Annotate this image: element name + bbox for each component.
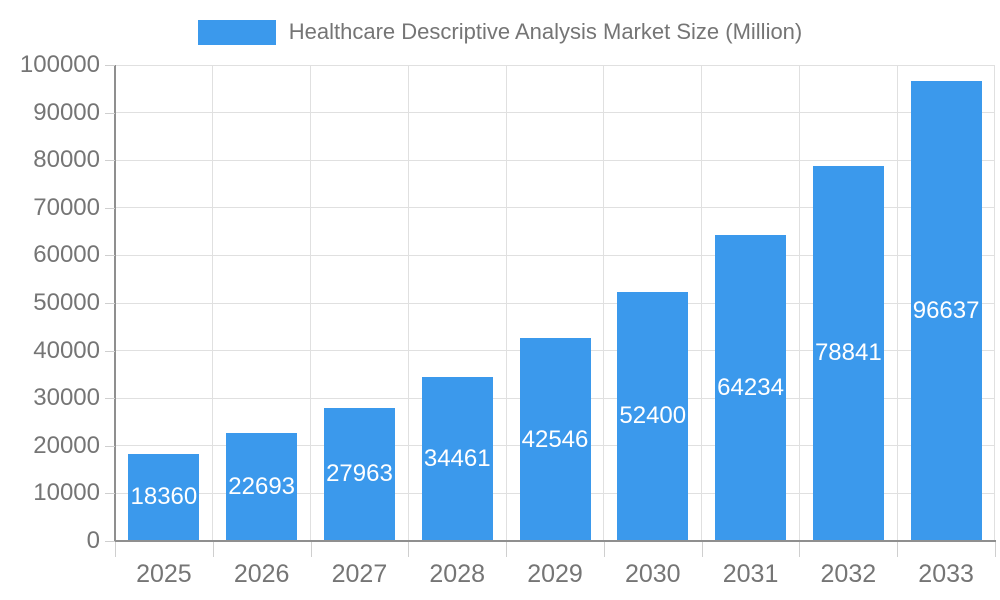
- x-tick-label: 2027: [331, 560, 388, 588]
- x-tick-mark: [506, 542, 508, 557]
- bar-2028[interactable]: [421, 376, 493, 541]
- bar-2025[interactable]: [128, 453, 200, 541]
- y-gridline: [115, 65, 995, 66]
- y-gridline: [115, 302, 995, 304]
- bar-value-label: 64234: [717, 374, 784, 402]
- y-tick-mark: [105, 541, 115, 542]
- y-axis-line: [114, 65, 116, 542]
- bar-2032[interactable]: [812, 165, 884, 541]
- plot-area: 18360 22693 27963 34461 42546 52400 64234 78841…: [115, 65, 995, 541]
- x-tick-mark: [115, 542, 116, 557]
- bar-value-label: 18360: [130, 483, 198, 511]
- bar-value-label: 22693: [228, 472, 296, 500]
- x-tick-label: 2029: [527, 560, 583, 588]
- bar-value-label: 96637: [912, 297, 980, 324]
- y-tick-label: 20000: [33, 431, 100, 459]
- y-tick-label: 50000: [33, 289, 100, 316]
- x-gridline: [603, 65, 605, 541]
- y-tick-mark: [105, 65, 115, 66]
- x-tick-label: 2031: [722, 560, 779, 588]
- x-gridline: [994, 65, 995, 541]
- y-tick-mark: [105, 398, 115, 400]
- bar-2031[interactable]: [715, 235, 787, 541]
- x-gridline: [310, 65, 312, 541]
- bar-2033[interactable]: [910, 81, 982, 541]
- legend-swatch: [197, 19, 276, 45]
- y-tick-mark: [105, 160, 115, 162]
- y-tick-label: 60000: [33, 241, 100, 269]
- y-tick-label: 30000: [33, 384, 100, 412]
- y-tick-label: 100000: [19, 51, 100, 78]
- y-gridline: [115, 254, 995, 256]
- x-gridline: [798, 65, 800, 541]
- y-tick-label: 70000: [33, 193, 100, 221]
- y-tick-mark: [105, 493, 115, 495]
- bar-value-label: 78841: [814, 339, 882, 367]
- x-tick-mark: [603, 542, 605, 557]
- y-gridline: [115, 159, 995, 161]
- y-tick-mark: [105, 207, 115, 209]
- y-tick-label: 0: [86, 527, 100, 554]
- x-tick-label: 2026: [233, 560, 290, 588]
- y-tick-mark: [105, 112, 115, 114]
- legend[interactable]: Healthcare Descriptive Analysis Market S…: [0, 19, 1000, 45]
- x-tick-mark: [212, 542, 214, 557]
- x-tick-mark: [995, 542, 996, 557]
- bar-2030[interactable]: [617, 291, 689, 541]
- x-gridline: [407, 65, 409, 541]
- x-gridline: [896, 65, 898, 541]
- y-tick-label: 90000: [33, 98, 100, 126]
- y-gridline: [115, 207, 995, 209]
- x-tick-label: 2025: [136, 560, 192, 588]
- x-tick-label: 2032: [820, 560, 877, 588]
- y-tick-label: 10000: [33, 479, 100, 507]
- x-tick-mark: [408, 542, 410, 557]
- x-gridline: [212, 65, 214, 541]
- bar-2026[interactable]: [226, 432, 298, 541]
- y-tick-mark: [105, 303, 115, 304]
- y-tick-mark: [105, 255, 115, 257]
- x-tick-label: 2028: [429, 560, 486, 588]
- bar-value-label: 42546: [521, 425, 589, 453]
- x-tick-mark: [799, 542, 801, 557]
- bar-2027[interactable]: [323, 407, 395, 541]
- bar-value-label: 52400: [619, 402, 687, 430]
- bar-value-label: 34461: [423, 444, 491, 472]
- x-tick-mark: [310, 542, 312, 557]
- x-axis-line: [114, 540, 996, 542]
- x-gridline: [505, 65, 507, 541]
- y-gridline: [115, 112, 995, 114]
- bar-value-label: 27963: [326, 460, 393, 488]
- x-gridline: [701, 65, 703, 541]
- x-tick-label: 2033: [918, 560, 974, 588]
- y-tick-mark: [105, 350, 115, 352]
- x-tick-mark: [897, 542, 899, 557]
- legend-label: Healthcare Descriptive Analysis Market S…: [288, 19, 803, 44]
- bar-2029[interactable]: [519, 338, 591, 541]
- y-tick-mark: [105, 445, 115, 447]
- y-tick-label: 40000: [33, 336, 100, 364]
- y-tick-label: 80000: [33, 146, 100, 174]
- x-tick-mark: [701, 542, 703, 557]
- x-tick-label: 2030: [624, 560, 681, 588]
